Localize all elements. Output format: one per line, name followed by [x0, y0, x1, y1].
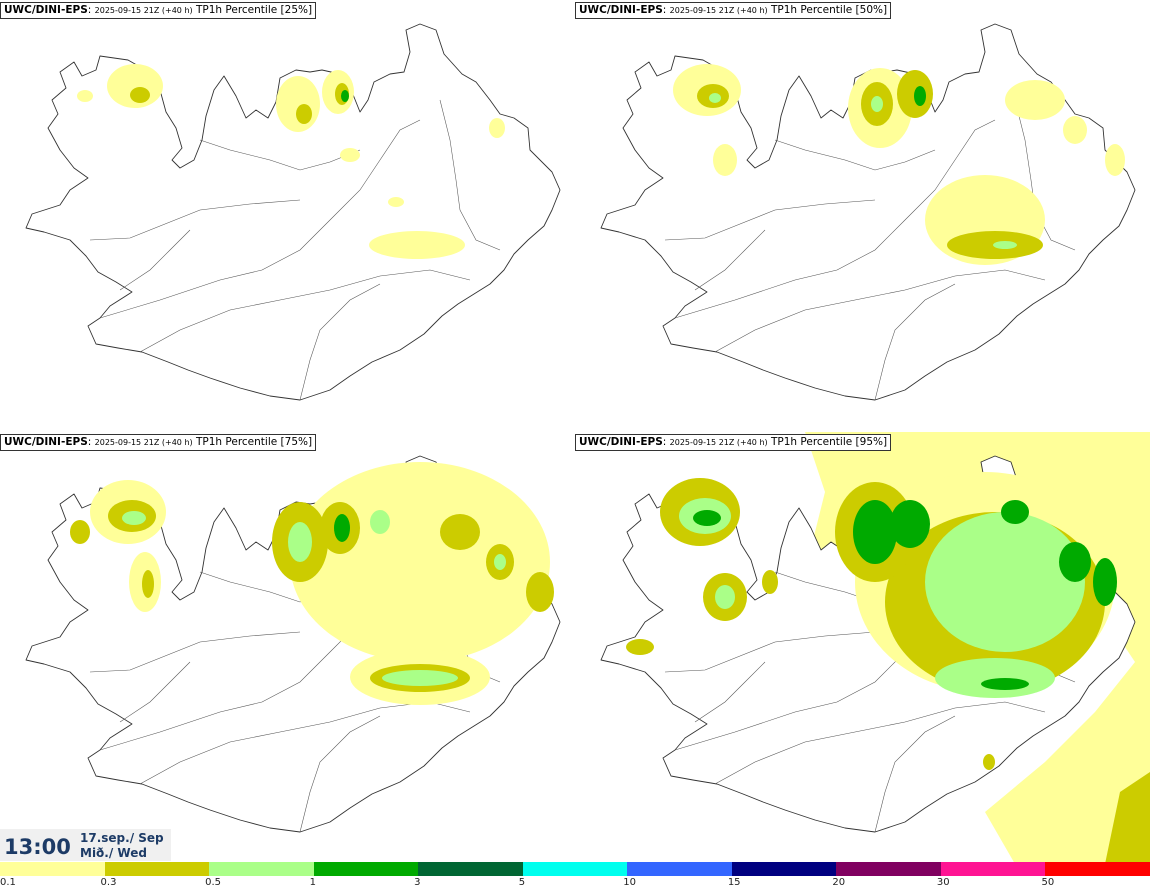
colorbar-tick-label: 50	[1041, 877, 1055, 888]
precip-field	[626, 472, 1117, 770]
model-name: UWC/DINI-EPS	[579, 436, 663, 448]
precip-field	[77, 64, 505, 259]
product-name: TP1h Percentile [95%]	[770, 436, 888, 448]
colorbar-ticks: 0.1 0.3 0.5 1 3 5 10 15 20 30 50	[0, 876, 1150, 891]
product-name: TP1h Percentile [50%]	[770, 4, 888, 16]
colorbar-tick-label: 0.1	[0, 877, 16, 888]
colorbar-segment	[209, 862, 314, 876]
colorbar-tick-label: 15	[727, 877, 741, 888]
map-canvas	[600, 432, 1150, 864]
colorbar-segment	[1045, 862, 1150, 876]
colorbar-tick-label: 30	[936, 877, 950, 888]
map-panel-p50: UWC/DINI-EPS: 2025-09-15 21Z (+40 h) TP1…	[575, 0, 1150, 432]
product-name: TP1h Percentile [75%]	[195, 436, 313, 448]
valid-date-line1: 17.sep./ Sep	[80, 831, 164, 845]
model-name: UWC/DINI-EPS	[4, 4, 88, 16]
colorbar-segment	[731, 862, 837, 876]
panel-title: UWC/DINI-EPS: 2025-09-15 21Z (+40 h) TP1…	[0, 2, 317, 19]
product-name: TP1h Percentile [25%]	[195, 4, 313, 16]
run-time: 2025-09-15 21Z (+40 h)	[669, 438, 768, 447]
colorbar-tick-label: 0.5	[205, 877, 221, 888]
model-name: UWC/DINI-EPS	[579, 4, 663, 16]
precip-field	[673, 64, 1125, 265]
colorbar-segment	[313, 862, 419, 876]
colorbar-tick-label: 5	[518, 877, 526, 888]
map-panel-p95: UWC/DINI-EPS: 2025-09-15 21Z (+40 h) TP1…	[575, 432, 1150, 864]
run-time: 2025-09-15 21Z (+40 h)	[94, 6, 193, 15]
valid-date-line2: Mið./ Wed	[80, 846, 147, 860]
colorbar-tick-label: 0.3	[100, 877, 117, 888]
map-canvas	[25, 23, 561, 401]
colorbar-tick-label: 1	[309, 877, 316, 888]
colorbar-segment	[627, 862, 732, 876]
colorbar-segment	[836, 862, 941, 876]
run-time: 2025-09-15 21Z (+40 h)	[94, 438, 193, 447]
colorbar-segment	[104, 862, 210, 876]
colorbar-segment	[0, 862, 105, 876]
panel-title: UWC/DINI-EPS: 2025-09-15 21Z (+40 h) TP1…	[575, 2, 892, 19]
run-time: 2025-09-15 21Z (+40 h)	[669, 6, 768, 15]
colorbar-tick-label: 10	[623, 877, 636, 888]
map-canvas	[25, 455, 561, 833]
precip-colorbar	[0, 862, 1150, 876]
colorbar-tick-label: 20	[832, 877, 846, 888]
map-panel-p25: UWC/DINI-EPS: 2025-09-15 21Z (+40 h) TP1…	[0, 0, 575, 432]
colorbar-segment	[522, 862, 628, 876]
model-name: UWC/DINI-EPS	[4, 436, 88, 448]
colorbar-segment	[418, 862, 523, 876]
colorbar-segment	[940, 862, 1046, 876]
map-panel-p75: UWC/DINI-EPS: 2025-09-15 21Z (+40 h) TP1…	[0, 432, 575, 864]
colorbar-tick-label: 3	[414, 877, 421, 888]
precip-field	[70, 462, 554, 705]
valid-time-clock: 13:00	[4, 835, 71, 859]
panel-title: UWC/DINI-EPS: 2025-09-15 21Z (+40 h) TP1…	[0, 434, 317, 451]
valid-time-box: 13:00 17.sep./ Sep Mið./ Wed	[0, 829, 171, 861]
panel-title: UWC/DINI-EPS: 2025-09-15 21Z (+40 h) TP1…	[575, 434, 892, 451]
map-canvas	[600, 23, 1136, 401]
